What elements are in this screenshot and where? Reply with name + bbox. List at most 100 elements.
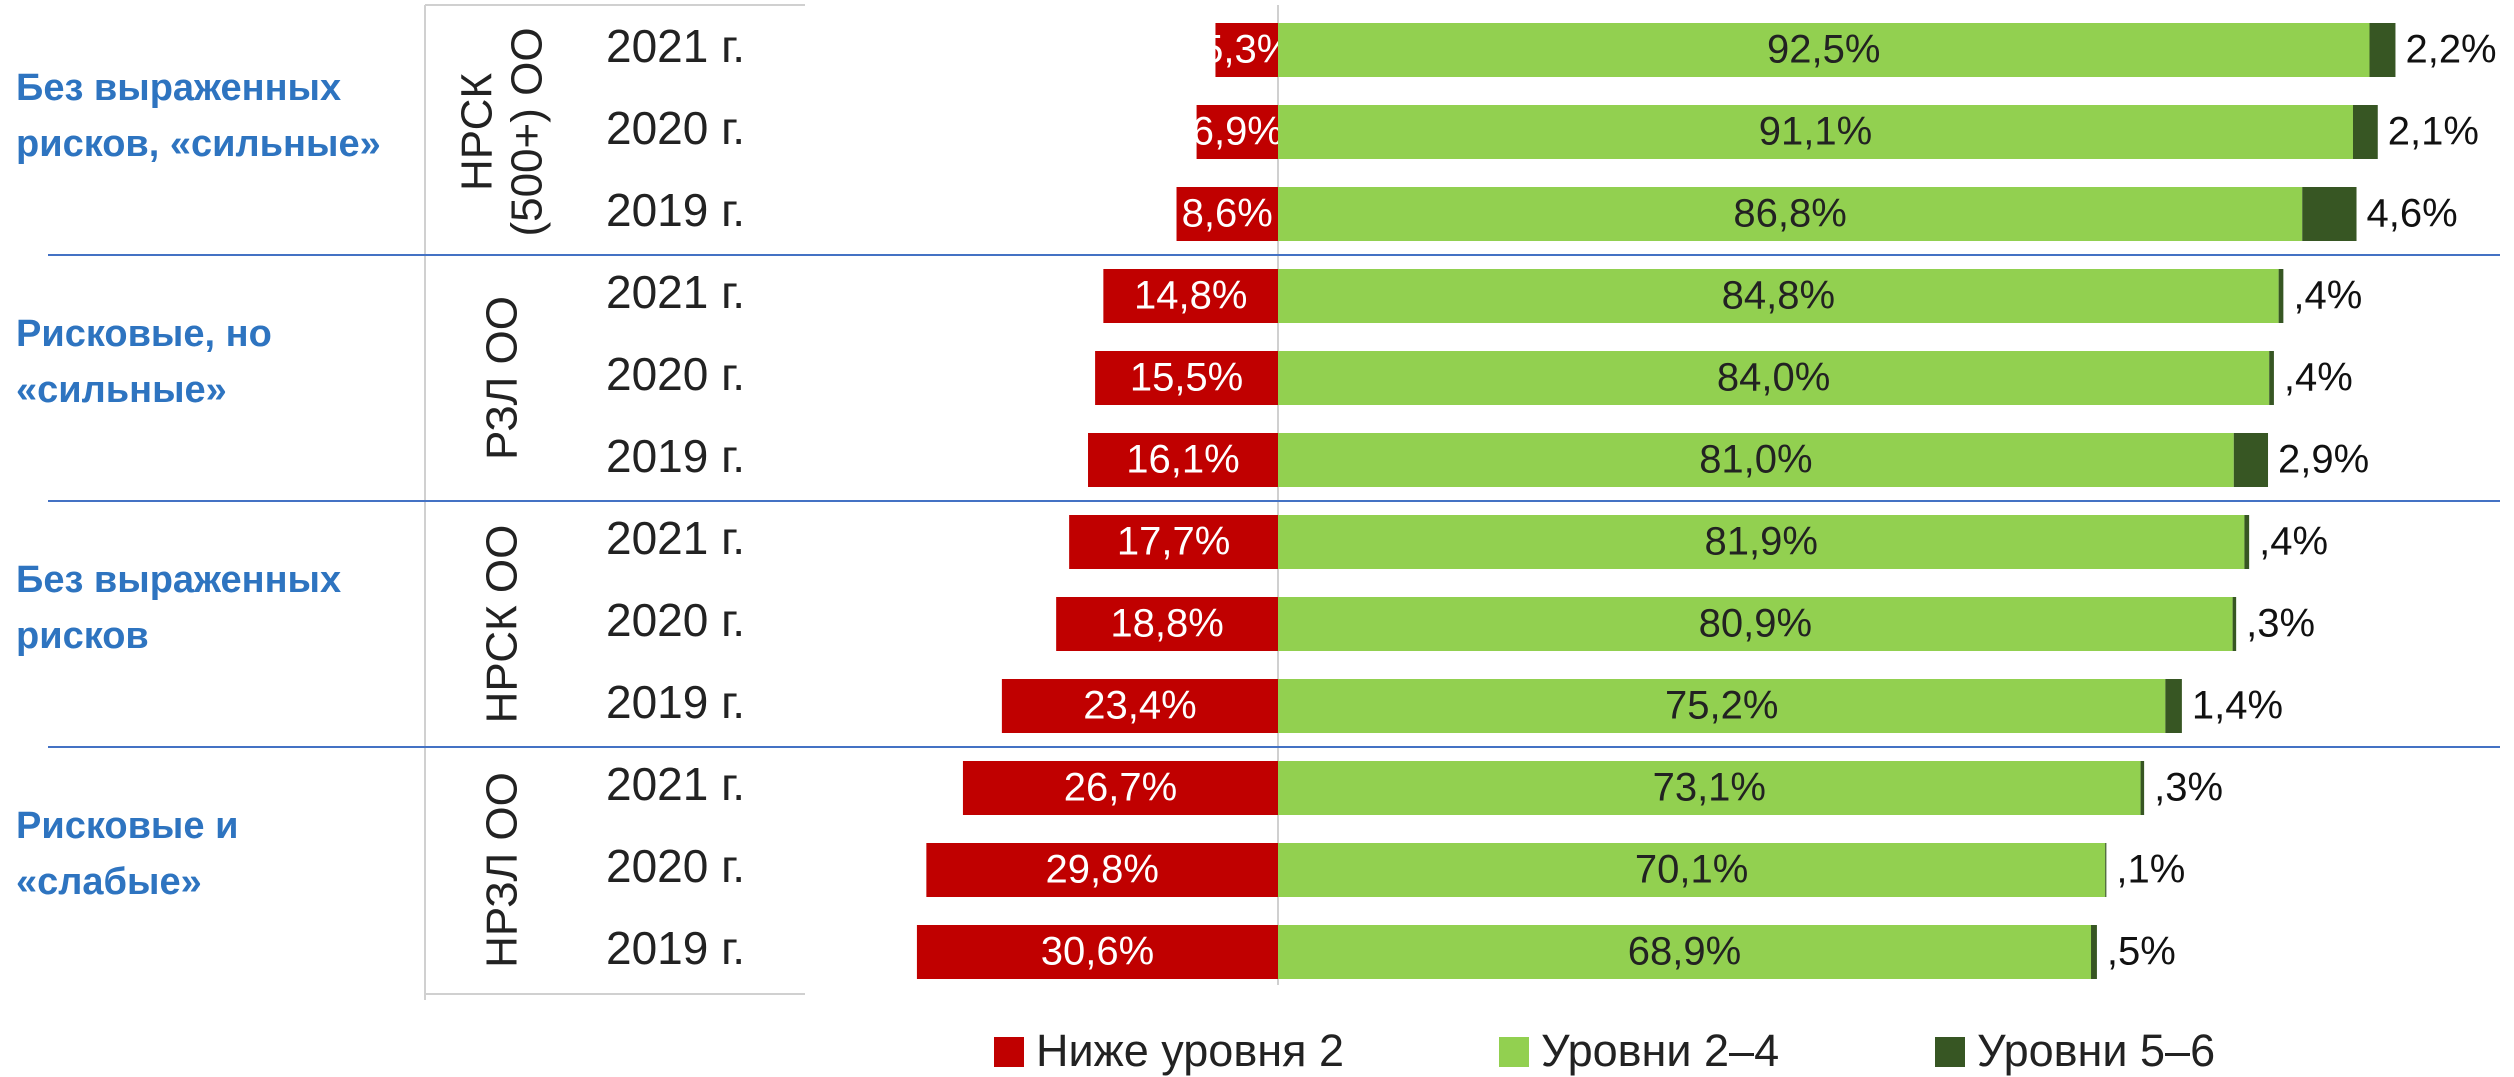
- category-label: 2019 г.: [606, 184, 745, 236]
- bar-segment: [1278, 105, 2353, 159]
- value-label: ,1%: [2116, 848, 2185, 892]
- category-label: 2019 г.: [606, 676, 745, 728]
- value-label: 73,1%: [1653, 766, 1766, 810]
- legend-label: Уровни 5–6: [1977, 1025, 2215, 1076]
- legend-swatch: [1499, 1037, 1529, 1067]
- value-label: 2,1%: [2388, 110, 2479, 154]
- value-label: 4,6%: [2367, 192, 2458, 236]
- group-label: «слабые»: [16, 861, 202, 903]
- value-label: 91,1%: [1759, 110, 1872, 154]
- value-label: ,3%: [2154, 766, 2223, 810]
- value-label: 84,8%: [1722, 274, 1835, 318]
- bar-segment: [1278, 597, 2233, 651]
- bar-segment: [1215, 23, 1278, 77]
- group-label: Рисковые, но: [16, 313, 272, 355]
- value-label: 23,4%: [1083, 684, 1196, 728]
- bar-segment: [1176, 187, 1278, 241]
- value-label: 8,6%: [1182, 192, 1273, 236]
- bar-segment: [1278, 515, 2245, 569]
- subgroup-label: НРЗЛ ОО: [478, 772, 527, 968]
- bar-segment: [916, 925, 1278, 979]
- value-label: 5,3%: [1201, 28, 1292, 72]
- value-label: 1,4%: [2192, 684, 2283, 728]
- value-label: 2,9%: [2278, 438, 2369, 482]
- legend-label: Ниже уровня 2: [1036, 1025, 1344, 1076]
- bar-segment: [1056, 597, 1278, 651]
- category-label: 2020 г.: [606, 102, 745, 154]
- group-label: рисков: [16, 615, 149, 657]
- bar-segment: [1278, 269, 2279, 323]
- bar-segment: [1278, 187, 2303, 241]
- value-label: 70,1%: [1635, 848, 1748, 892]
- bar-segment: [1103, 269, 1278, 323]
- group-label: «сильные»: [16, 369, 227, 411]
- category-label: 2021 г.: [606, 266, 745, 318]
- value-label: 75,2%: [1665, 684, 1778, 728]
- value-label: 80,9%: [1699, 602, 1812, 646]
- value-label: 29,8%: [1045, 848, 1158, 892]
- value-label: ,3%: [2246, 602, 2315, 646]
- bar-segment: [1088, 433, 1278, 487]
- category-label: 2019 г.: [606, 430, 745, 482]
- bar-segment: [1278, 843, 2106, 897]
- subgroup-label: РЗЛ ОО: [478, 296, 527, 460]
- bar-segment: [2140, 761, 2145, 815]
- value-label: 68,9%: [1628, 930, 1741, 974]
- value-label: 84,0%: [1717, 356, 1830, 400]
- category-label: 2020 г.: [606, 840, 745, 892]
- value-label: ,5%: [2107, 930, 2176, 974]
- value-label: 81,9%: [1704, 520, 1817, 564]
- subgroup-label: (500+) ОО: [503, 27, 552, 236]
- bar-segment: [1278, 433, 2234, 487]
- bar-segment: [1001, 679, 1278, 733]
- subgroup-label: НРСК: [453, 73, 502, 191]
- bar-segment: [1278, 679, 2166, 733]
- bar-segment: [1278, 925, 2092, 979]
- category-label: 2021 г.: [606, 512, 745, 564]
- bar-segment: [1278, 23, 2370, 77]
- value-label: 2,2%: [2405, 28, 2496, 72]
- group-label: Без выраженных: [16, 559, 341, 601]
- value-label: ,4%: [2293, 274, 2362, 318]
- bar-segment: [2105, 843, 2107, 897]
- bar-segment: [1278, 761, 2141, 815]
- value-label: 17,7%: [1117, 520, 1230, 564]
- value-label: 15,5%: [1130, 356, 1243, 400]
- value-label: 26,7%: [1064, 766, 1177, 810]
- bar-segment: [2232, 597, 2237, 651]
- group-label: рисков, «сильные»: [16, 123, 381, 165]
- legend-swatch: [994, 1037, 1024, 1067]
- bar-segment: [2302, 187, 2357, 241]
- value-label: 81,0%: [1699, 438, 1812, 482]
- value-label: ,4%: [2284, 356, 2353, 400]
- bar-segment: [2091, 925, 2097, 979]
- bar-segment: [2244, 515, 2250, 569]
- value-label: 14,8%: [1134, 274, 1247, 318]
- category-label: 2021 г.: [606, 758, 745, 810]
- category-label: 2019 г.: [606, 922, 745, 974]
- bar-segment: [2165, 679, 2182, 733]
- value-label: 30,6%: [1041, 930, 1154, 974]
- value-label: 16,1%: [1126, 438, 1239, 482]
- bar-segment: [1095, 351, 1278, 405]
- category-label: 2020 г.: [606, 594, 745, 646]
- value-label: 18,8%: [1110, 602, 1223, 646]
- value-label: 86,8%: [1733, 192, 1846, 236]
- category-label: 2021 г.: [606, 20, 745, 72]
- subgroup-label: НРСК ОО: [478, 525, 527, 724]
- bar-segment: [962, 761, 1278, 815]
- bar-segment: [2352, 105, 2378, 159]
- bar-segment: [2233, 433, 2269, 487]
- bar-segment: [2369, 23, 2396, 77]
- bar-segment: [1278, 351, 2270, 405]
- bar-segment: [2278, 269, 2284, 323]
- group-label: Без выраженных: [16, 67, 341, 109]
- value-label: ,4%: [2259, 520, 2328, 564]
- value-label: 92,5%: [1767, 28, 1880, 72]
- legend-label: Уровни 2–4: [1541, 1025, 1779, 1076]
- bar-segment: [2269, 351, 2274, 405]
- bar-segment: [1196, 105, 1278, 159]
- group-label: Рисковые и: [16, 805, 238, 847]
